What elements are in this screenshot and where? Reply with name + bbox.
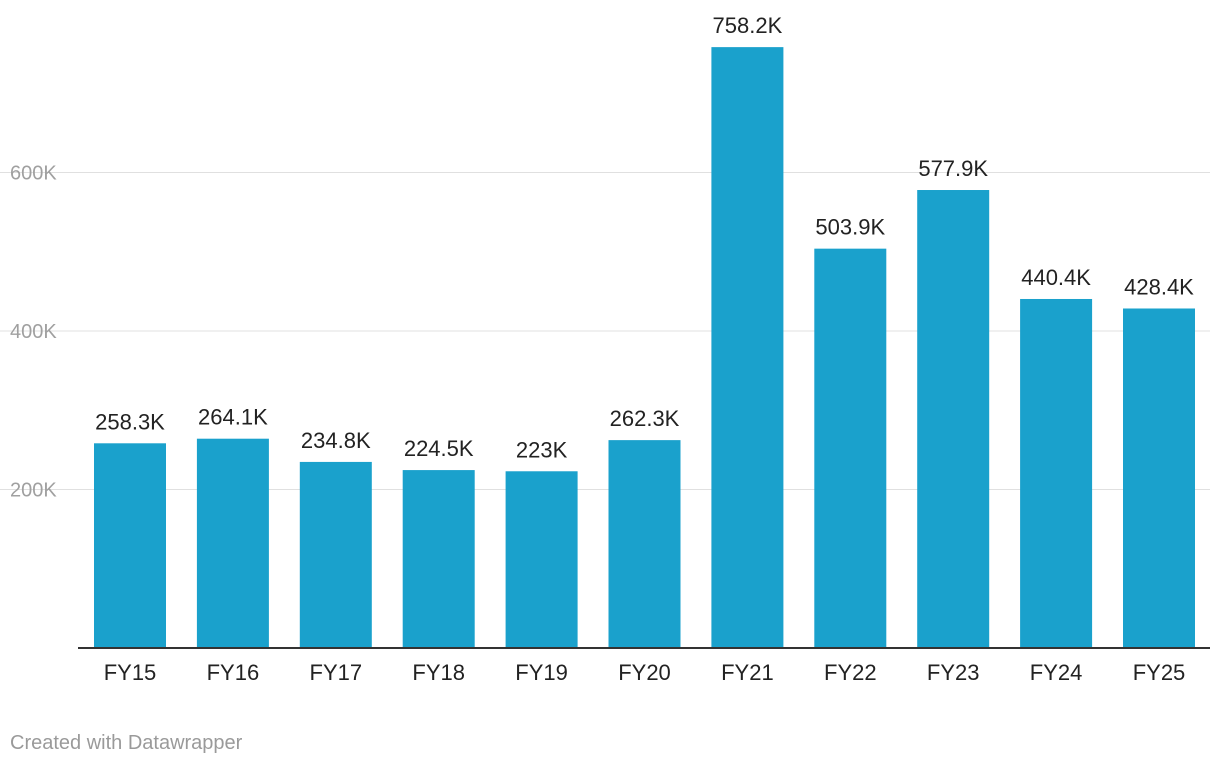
bar-fy15 bbox=[94, 443, 166, 648]
value-label: 223K bbox=[516, 437, 568, 462]
x-tick-label: FY23 bbox=[927, 660, 980, 685]
value-labels: 258.3K 264.1K 234.8K 224.5K 223K 262.3K 758.2K… bbox=[95, 13, 1194, 462]
bar-chart: 200K 400K 600K 258.3K 264.1K 234.8K 224.5K 223… bbox=[0, 13, 1210, 685]
bar-fy23 bbox=[917, 190, 990, 648]
value-label: 440.4K bbox=[1021, 265, 1091, 290]
gridlines: 200K 400K 600K bbox=[0, 163, 1210, 502]
x-tick-label: FY15 bbox=[104, 660, 157, 685]
bar-fy20 bbox=[608, 440, 681, 648]
footer-credit: Created with Datawrapper bbox=[10, 732, 243, 754]
x-axis: FY15 FY16 FY17 FY18 FY19 FY20 FY21 FY22 FY23 FY24… bbox=[78, 647, 1210, 685]
value-label: 234.8K bbox=[301, 428, 371, 453]
bar-fy16 bbox=[196, 438, 269, 648]
bar-fy22 bbox=[814, 248, 887, 649]
x-tick-label: FY24 bbox=[1030, 660, 1083, 685]
bar-fy21 bbox=[711, 47, 784, 648]
y-tick-label: 200K bbox=[10, 480, 57, 502]
x-tick-label: FY22 bbox=[824, 660, 877, 685]
x-tick-label: FY19 bbox=[515, 660, 568, 685]
value-label: 577.9K bbox=[918, 156, 988, 181]
value-label: 224.5K bbox=[404, 436, 474, 461]
x-tick-label: FY25 bbox=[1133, 660, 1186, 685]
y-tick-label: 400K bbox=[10, 321, 57, 343]
x-tick-label: FY16 bbox=[207, 660, 260, 685]
bar-fy19 bbox=[505, 471, 578, 648]
value-label: 503.9K bbox=[815, 215, 885, 240]
bar-fy17 bbox=[299, 461, 372, 648]
y-tick-label: 600K bbox=[10, 163, 57, 185]
value-label: 428.4K bbox=[1124, 274, 1194, 299]
value-label: 262.3K bbox=[610, 406, 680, 431]
x-tick-label: FY21 bbox=[721, 660, 774, 685]
x-tick-label: FY20 bbox=[618, 660, 671, 685]
bar-fy18 bbox=[402, 470, 475, 648]
x-tick-label: FY18 bbox=[412, 660, 465, 685]
value-label: 264.1K bbox=[198, 405, 268, 430]
value-label: 258.3K bbox=[95, 409, 165, 434]
bars bbox=[94, 47, 1195, 649]
bar-fy24 bbox=[1020, 298, 1093, 648]
bar-fy25 bbox=[1123, 308, 1195, 648]
x-tick-label: FY17 bbox=[310, 660, 363, 685]
value-label: 758.2K bbox=[713, 13, 783, 38]
